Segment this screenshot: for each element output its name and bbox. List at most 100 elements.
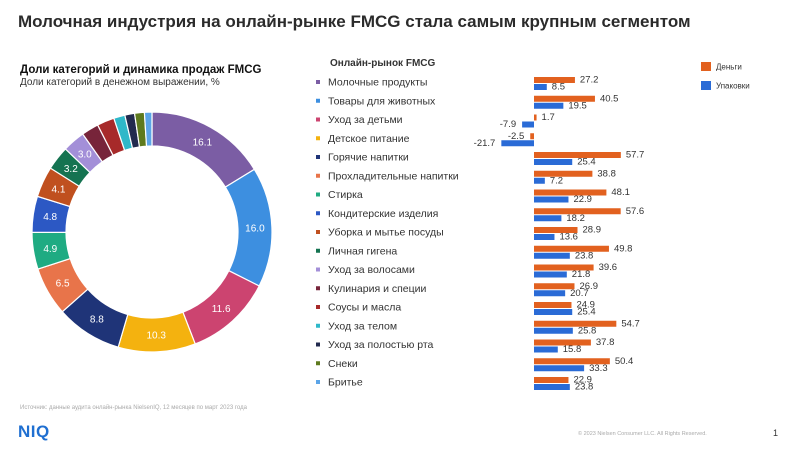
money-value-label: 48.1 — [611, 187, 630, 198]
category-marker — [316, 117, 320, 122]
units-value-label: 23.8 — [575, 382, 594, 393]
units-bar — [501, 140, 534, 147]
category-label: Кондитерские изделия — [328, 208, 438, 220]
category-label: Уход за полостью рта — [328, 339, 434, 351]
money-bar — [534, 189, 607, 196]
bar-chart-header: Онлайн-рынок FMCG — [330, 58, 435, 69]
donut-slice-label: 16.0 — [245, 223, 265, 234]
units-value-label: 7.2 — [550, 175, 563, 186]
money-value-label: 57.6 — [626, 206, 645, 217]
money-value-label: 37.8 — [596, 337, 615, 348]
units-value-label: 15.8 — [563, 344, 582, 355]
category-label: Уход за телом — [328, 320, 397, 332]
legend-money-label: Деньги — [716, 63, 742, 72]
units-value-label: 20.7 — [570, 288, 589, 299]
units-bar — [534, 309, 573, 315]
donut-slice-label: 3.0 — [78, 149, 92, 160]
donut-chart-subtitle: Доли категорий в денежном выражении, % — [20, 77, 220, 88]
units-value-label: 19.5 — [568, 100, 587, 111]
units-bar — [534, 384, 570, 390]
money-value-label: 49.8 — [614, 243, 633, 254]
units-value-label: 22.9 — [573, 194, 592, 205]
money-bar — [534, 152, 621, 158]
money-value-label: 40.5 — [600, 93, 619, 104]
units-value-label: 25.4 — [577, 157, 596, 168]
money-value-label: 1.7 — [542, 112, 555, 123]
category-label: Прохладительные напитки — [328, 170, 459, 182]
donut-slice-label: 4.1 — [51, 184, 65, 195]
donut-slice-label: 8.8 — [90, 315, 104, 326]
units-bar — [534, 252, 570, 259]
money-bar — [534, 227, 578, 233]
donut-slice-label: 16.1 — [193, 138, 213, 149]
money-bar — [534, 264, 594, 271]
units-bar — [534, 346, 558, 353]
category-label: Детское питание — [328, 133, 410, 145]
category-label: Соусы и масла — [328, 302, 401, 314]
money-value-label: -2.5 — [508, 131, 524, 142]
category-label: Личная гигена — [328, 245, 397, 257]
money-bar — [534, 302, 572, 308]
copyright-note: © 2023 Nielsen Consumer LLC. All Rights … — [578, 431, 707, 437]
units-bar — [534, 271, 567, 278]
category-marker — [316, 98, 320, 103]
donut-chart-title: Доли категорий и динамика продаж FMCG — [20, 64, 262, 76]
units-bar — [534, 159, 573, 165]
money-bar — [534, 77, 575, 83]
money-bar — [534, 114, 537, 121]
units-value-label: 23.8 — [575, 250, 594, 261]
category-marker — [316, 323, 320, 328]
units-bar — [534, 290, 566, 297]
donut-slice-label: 4.9 — [43, 244, 57, 255]
money-value-label: 24.9 — [576, 300, 595, 311]
units-bar — [522, 121, 534, 128]
category-label: Молочные продукты — [328, 77, 427, 89]
units-value-label: 25.8 — [578, 325, 597, 336]
units-value-label: 25.4 — [577, 307, 596, 318]
units-value-label: 33.3 — [589, 363, 608, 374]
money-value-label: 27.2 — [580, 75, 599, 86]
donut-slice-label: 3.2 — [64, 164, 78, 175]
units-bar — [534, 196, 569, 203]
units-bar — [534, 327, 573, 334]
slide-title: Молочная индустрия на онлайн-рынке FMCG … — [18, 12, 691, 31]
money-value-label: 38.8 — [597, 168, 616, 179]
source-note: Источник: данные аудита онлайн-рынка Nie… — [20, 405, 247, 411]
page-number: 1 — [773, 428, 779, 438]
units-value-label: -21.7 — [474, 138, 496, 149]
units-bar — [534, 177, 545, 184]
units-value-label: 18.2 — [566, 213, 585, 224]
money-bar — [534, 170, 593, 177]
donut-chart: 16.1 16.0 11.6 10.3 8.8 6.5 4.9 4.8 4.1 3.23.0 — [31, 111, 273, 353]
money-bar — [534, 339, 591, 346]
category-marker — [316, 173, 320, 178]
money-value-label: 22.9 — [573, 375, 592, 386]
money-bar — [534, 283, 575, 290]
units-value-label: 21.8 — [572, 269, 591, 280]
category-label: Уход за волосами — [328, 264, 415, 276]
category-marker — [316, 380, 320, 384]
category-label: Уход за детьми — [328, 114, 403, 126]
donut-slice-label: 10.3 — [147, 330, 167, 341]
category-marker — [316, 80, 320, 84]
category-marker — [316, 155, 320, 159]
legend-money-swatch — [701, 62, 711, 71]
money-bar — [534, 208, 621, 215]
money-value-label: 57.7 — [626, 150, 645, 161]
category-marker — [316, 136, 320, 141]
units-bar — [534, 234, 555, 240]
units-value-label: 8.5 — [552, 82, 565, 93]
category-marker — [316, 248, 320, 253]
category-label: Бритье — [328, 377, 363, 389]
units-value-label: 13.6 — [559, 232, 578, 243]
category-label: Стирка — [328, 189, 363, 201]
money-bar — [534, 95, 595, 102]
category-marker — [316, 361, 320, 366]
donut-slice-label: 4.8 — [43, 212, 57, 223]
legend-units-label: Упаковки — [716, 82, 750, 91]
category-label: Горячие напитки — [328, 152, 409, 164]
category-marker — [316, 286, 320, 291]
category-marker — [316, 230, 320, 234]
units-bar — [534, 84, 547, 90]
category-marker — [316, 211, 320, 216]
